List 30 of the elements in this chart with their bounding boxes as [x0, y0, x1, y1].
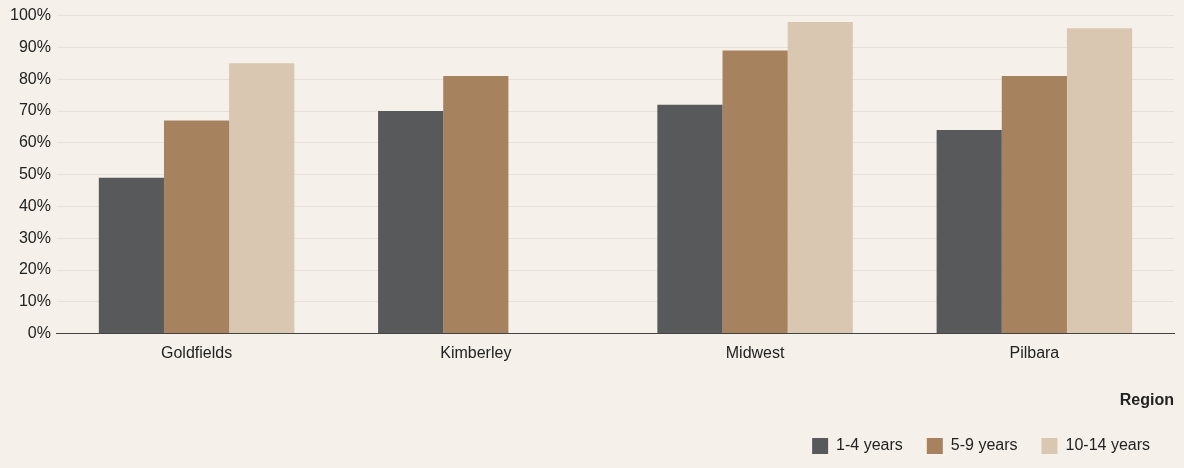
y-tick-label: 50%: [18, 165, 51, 183]
y-tick-label: 70%: [18, 101, 51, 119]
x-axis-title: Region: [1119, 390, 1174, 408]
legend-label: 5-9 years: [950, 436, 1018, 454]
y-tick-label: 60%: [18, 133, 51, 151]
y-tick-label: 20%: [18, 260, 51, 278]
y-tick-label: 80%: [18, 69, 51, 87]
y-tick-label: 10%: [18, 292, 51, 310]
legend-label: 10-14 years: [1065, 436, 1151, 454]
bar: [1001, 76, 1067, 334]
bar: [657, 104, 723, 334]
legend-label: 1-4 years: [836, 436, 903, 454]
bar: [1066, 28, 1133, 334]
x-tick-label: Kimberley: [440, 343, 512, 361]
bar: [163, 120, 230, 334]
bar: [787, 21, 853, 334]
y-tick-label: 0%: [27, 324, 51, 342]
bar: [229, 63, 295, 334]
y-tick-label: 30%: [18, 228, 51, 246]
y-tick-label: 40%: [18, 196, 51, 214]
x-tick-label: Midwest: [725, 343, 785, 361]
bar: [722, 50, 788, 334]
bar: [378, 111, 444, 334]
x-tick-label: Pilbara: [1009, 343, 1060, 361]
y-tick-label: 90%: [18, 37, 51, 55]
y-tick-label: 100%: [10, 6, 51, 24]
bar: [443, 76, 509, 334]
bar: [936, 130, 1002, 334]
x-tick-label: Goldfields: [160, 343, 233, 361]
bar: [98, 177, 164, 334]
